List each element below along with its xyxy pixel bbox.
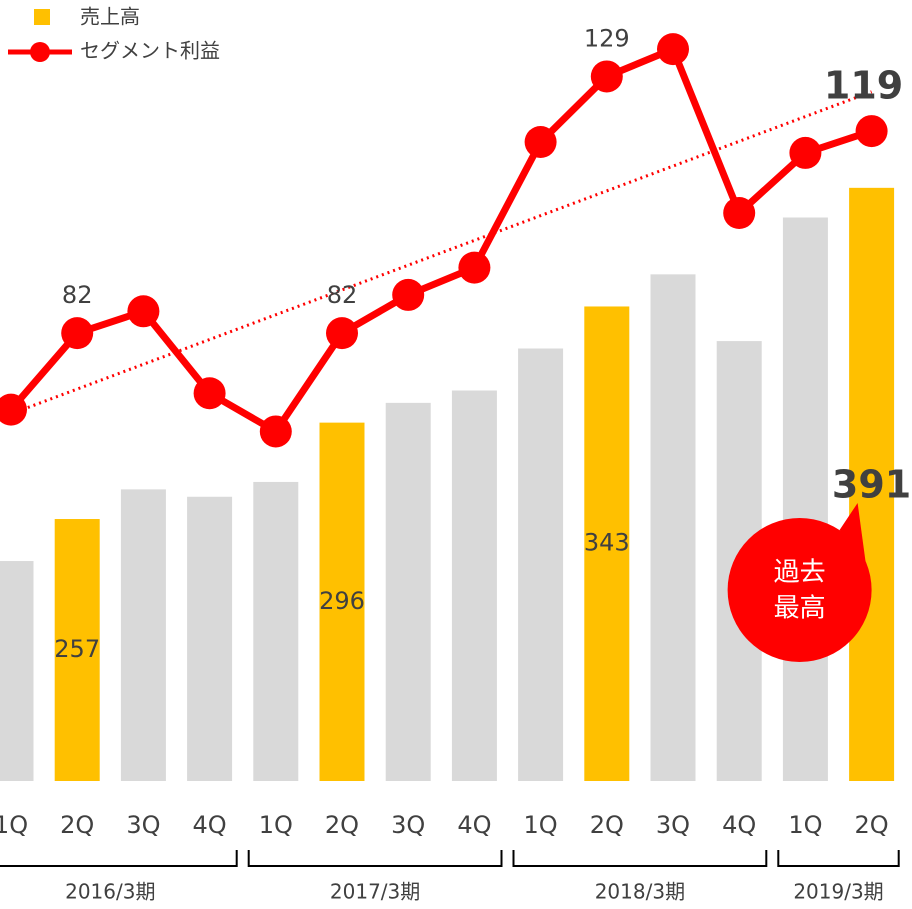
group-label: 2017/3期 bbox=[330, 880, 420, 904]
bar bbox=[319, 422, 365, 781]
bar bbox=[451, 390, 497, 781]
line-marker bbox=[723, 197, 756, 229]
bar-value-label: 296 bbox=[319, 587, 365, 615]
callout-bubble bbox=[727, 518, 872, 662]
x-tick-label: 1Q bbox=[259, 811, 293, 839]
group-bracket bbox=[0, 850, 238, 867]
x-tick-label: 4Q bbox=[193, 811, 227, 839]
bar bbox=[849, 187, 895, 781]
line-marker bbox=[458, 251, 491, 284]
line-marker bbox=[789, 136, 822, 169]
line-value-label: 129 bbox=[584, 24, 630, 52]
line-marker bbox=[855, 115, 888, 148]
bar bbox=[120, 489, 166, 781]
group-bracket bbox=[512, 850, 768, 867]
line-marker bbox=[61, 317, 94, 350]
group-label: 2019/3期 bbox=[793, 880, 883, 904]
x-tick-label: 1Q bbox=[524, 811, 558, 839]
callout-text: 最高 bbox=[774, 594, 826, 624]
line-marker bbox=[127, 295, 160, 328]
bar bbox=[385, 402, 431, 781]
x-tick-label: 2Q bbox=[590, 811, 624, 839]
line-marker bbox=[193, 377, 226, 410]
legend-marker bbox=[30, 42, 50, 62]
bar-value-label: 257 bbox=[54, 635, 100, 663]
bar bbox=[54, 519, 100, 781]
line-value-label: 82 bbox=[327, 281, 358, 309]
group-bracket bbox=[777, 850, 900, 867]
group-label: 2016/3期 bbox=[65, 880, 155, 904]
callout-bubble bbox=[839, 503, 866, 562]
x-tick-label: 1Q bbox=[788, 811, 822, 839]
x-tick-label: 2Q bbox=[60, 811, 94, 839]
bar bbox=[782, 217, 828, 782]
line-value-label: 119 bbox=[824, 64, 903, 108]
line-marker bbox=[524, 126, 557, 158]
line-marker bbox=[590, 60, 623, 93]
line-marker bbox=[392, 278, 425, 311]
group-label: 2018/3期 bbox=[595, 880, 685, 904]
bar-value-label: 343 bbox=[584, 529, 630, 557]
line-marker bbox=[326, 317, 358, 350]
bar-value-label: 391 bbox=[832, 463, 911, 507]
callout-text: 過去 bbox=[774, 558, 826, 588]
x-tick-label: 4Q bbox=[722, 811, 756, 839]
bar bbox=[0, 561, 34, 781]
bar bbox=[584, 306, 630, 781]
x-tick-label: 1Q bbox=[0, 811, 28, 839]
bar bbox=[187, 496, 233, 781]
group-bracket bbox=[247, 850, 503, 867]
x-tick-label: 3Q bbox=[656, 811, 690, 839]
line-marker bbox=[657, 33, 689, 66]
line bbox=[8, 45, 873, 435]
x-tick-label: 4Q bbox=[457, 811, 491, 839]
legend-swatch-bar bbox=[34, 9, 50, 25]
legend-label: セグメント利益 bbox=[80, 39, 220, 63]
x-tick-label: 3Q bbox=[391, 811, 425, 839]
bar bbox=[518, 348, 564, 781]
x-tick-label: 3Q bbox=[126, 811, 160, 839]
line-marker bbox=[259, 415, 292, 448]
line-value-label: 82 bbox=[62, 281, 93, 309]
bar bbox=[253, 481, 299, 781]
x-tick-label: 2Q bbox=[855, 811, 889, 839]
line-marker bbox=[0, 393, 27, 426]
legend-label: 売上高 bbox=[80, 5, 140, 29]
bar bbox=[650, 274, 696, 781]
x-tick-label: 2Q bbox=[325, 811, 359, 839]
